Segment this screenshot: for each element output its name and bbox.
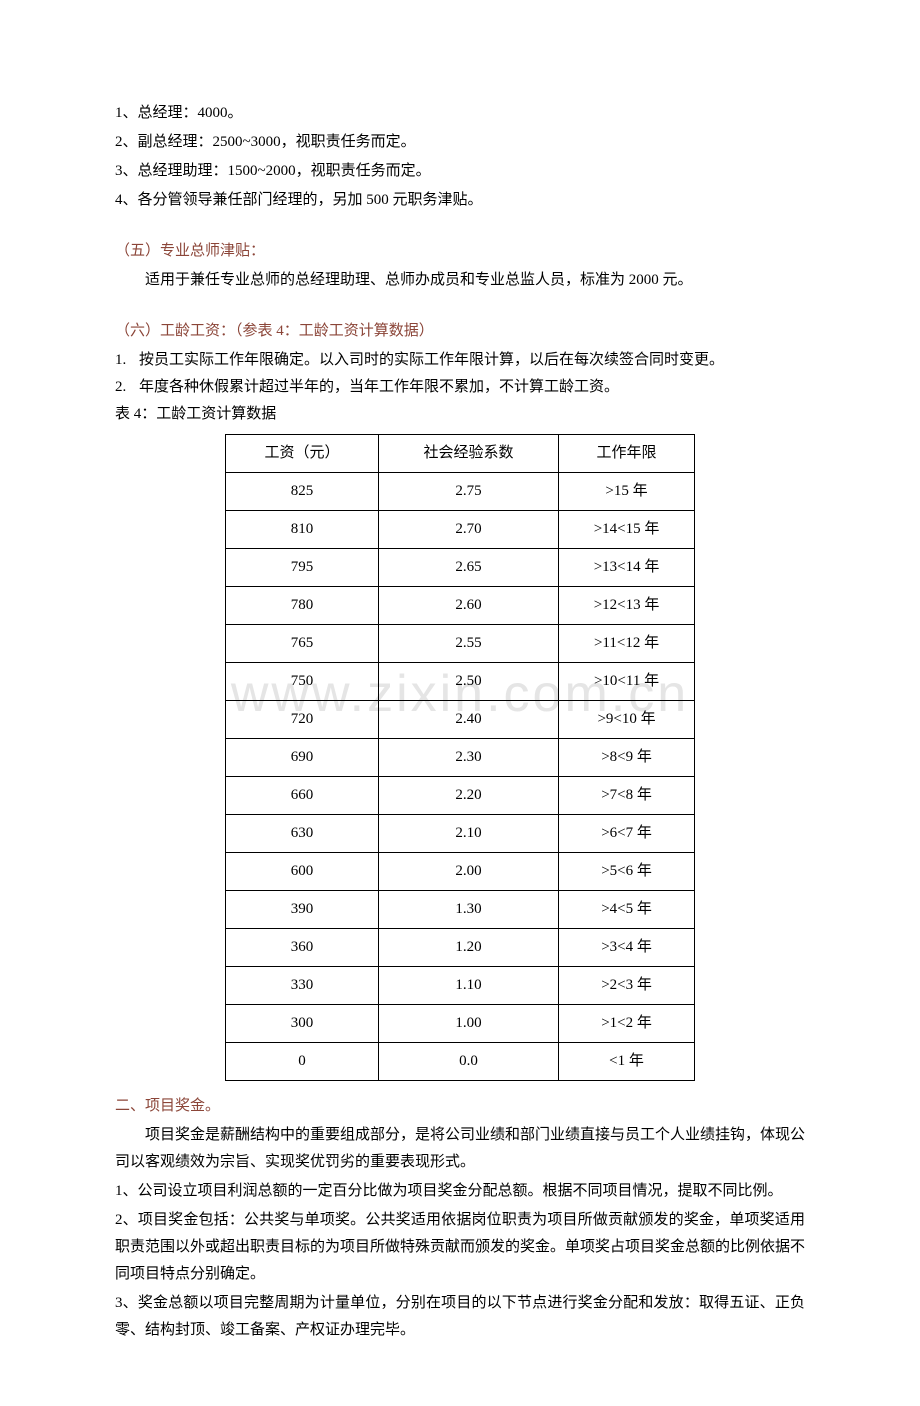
sec2b-p3: 3、奖金总额以项目完整周期为计量单位，分别在项目的以下节点进行奖金分配和发放：取… [115, 1290, 805, 1344]
table-cell: >1<2 年 [559, 1005, 695, 1043]
table-cell: 1.00 [378, 1005, 558, 1043]
table-cell: >4<5 年 [559, 891, 695, 929]
table-cell: >2<3 年 [559, 967, 695, 1005]
table-cell: >6<7 年 [559, 815, 695, 853]
sec6-item1-num: 1. [115, 347, 139, 374]
table-row: 6002.00>5<6 年 [226, 853, 695, 891]
table-cell: 600 [226, 853, 379, 891]
table-cell: >10<11 年 [559, 663, 695, 701]
table-cell: 2.50 [378, 663, 558, 701]
table-cell: >8<9 年 [559, 739, 695, 777]
table-cell: 1.10 [378, 967, 558, 1005]
sec2b-intro: 项目奖金是薪酬结构中的重要组成部分，是将公司业绩和部门业绩直接与员工个人业绩挂钩… [115, 1122, 805, 1176]
table-row: 6902.30>8<9 年 [226, 739, 695, 777]
document-content: 1、总经理：4000。 2、副总经理：2500~3000，视职责任务而定。 3、… [115, 100, 805, 1344]
table-row: 8252.75>15 年 [226, 473, 695, 511]
table-row: 6302.10>6<7 年 [226, 815, 695, 853]
table-row: 3901.30>4<5 年 [226, 891, 695, 929]
table-row: 7802.60>12<13 年 [226, 587, 695, 625]
table-cell: 2.70 [378, 511, 558, 549]
table-row: 8102.70>14<15 年 [226, 511, 695, 549]
table-cell: 660 [226, 777, 379, 815]
table-row: 7652.55>11<12 年 [226, 625, 695, 663]
table-cell: 300 [226, 1005, 379, 1043]
table-row: 7502.50>10<11 年 [226, 663, 695, 701]
sec5-body: 适用于兼任专业总师的总经理助理、总师办成员和专业总监人员，标准为 2000 元。 [115, 267, 805, 294]
table-cell: 810 [226, 511, 379, 549]
table-row: 00.0<1 年 [226, 1043, 695, 1081]
table-cell: <1 年 [559, 1043, 695, 1081]
table-cell: >5<6 年 [559, 853, 695, 891]
table-cell: 630 [226, 815, 379, 853]
table-cell: 1.20 [378, 929, 558, 967]
table-cell: 2.00 [378, 853, 558, 891]
sec2b-p2: 2、项目奖金包括：公共奖与单项奖。公共奖适用依据岗位职责为项目所做贡献颁发的奖金… [115, 1207, 805, 1288]
table-cell: 0 [226, 1043, 379, 1081]
table-cell: >14<15 年 [559, 511, 695, 549]
table-header-cell: 社会经验系数 [378, 435, 558, 473]
table-cell: 2.20 [378, 777, 558, 815]
table-cell: 1.30 [378, 891, 558, 929]
table-title: 表 4：工龄工资计算数据 [115, 401, 805, 428]
sec6-title: （六）工龄工资：（参表 4：工龄工资计算数据） [115, 318, 805, 345]
sec1-line4: 4、各分管领导兼任部门经理的，另加 500 元职务津贴。 [115, 187, 805, 214]
table-container: 工资（元） 社会经验系数 工作年限 8252.75>15 年 8102.70>1… [115, 434, 805, 1081]
sec6-item2-txt: 年度各种休假累计超过半年的，当年工作年限不累加，不计算工龄工资。 [139, 374, 805, 401]
table-cell: 2.60 [378, 587, 558, 625]
table-cell: 2.55 [378, 625, 558, 663]
table-cell: 0.0 [378, 1043, 558, 1081]
table-row: 7952.65>13<14 年 [226, 549, 695, 587]
table-cell: 2.65 [378, 549, 558, 587]
table-cell: >12<13 年 [559, 587, 695, 625]
table-cell: 2.30 [378, 739, 558, 777]
table-cell: 825 [226, 473, 379, 511]
table-row: 3301.10>2<3 年 [226, 967, 695, 1005]
table-cell: 720 [226, 701, 379, 739]
table-row: 7202.40>9<10 年 [226, 701, 695, 739]
table-cell: 795 [226, 549, 379, 587]
table-row: 3601.20>3<4 年 [226, 929, 695, 967]
sec2b-p1: 1、公司设立项目利润总额的一定百分比做为项目奖金分配总额。根据不同项目情况，提取… [115, 1178, 805, 1205]
table-cell: 2.40 [378, 701, 558, 739]
table-header-cell: 工作年限 [559, 435, 695, 473]
sec5-title: （五）专业总师津贴： [115, 238, 805, 265]
table-cell: 330 [226, 967, 379, 1005]
table-cell: 360 [226, 929, 379, 967]
sec1-line2: 2、副总经理：2500~3000，视职责任务而定。 [115, 129, 805, 156]
table-row: 3001.00>1<2 年 [226, 1005, 695, 1043]
table-cell: >11<12 年 [559, 625, 695, 663]
sec6-item1: 1. 按员工实际工作年限确定。以入司时的实际工作年限计算，以后在每次续签合同时变… [115, 347, 805, 374]
sec1-line3: 3、总经理助理：1500~2000，视职责任务而定。 [115, 158, 805, 185]
sec2b-title: 二、项目奖金。 [115, 1093, 805, 1120]
sec2b-intro-text: 项目奖金是薪酬结构中的重要组成部分，是将公司业绩和部门业绩直接与员工个人业绩挂钩… [115, 1127, 805, 1170]
table-row: 6602.20>7<8 年 [226, 777, 695, 815]
table-cell: >13<14 年 [559, 549, 695, 587]
table-cell: 750 [226, 663, 379, 701]
table-cell: 765 [226, 625, 379, 663]
table-header-row: 工资（元） 社会经验系数 工作年限 [226, 435, 695, 473]
sec1-line1: 1、总经理：4000。 [115, 100, 805, 127]
table-cell: >3<4 年 [559, 929, 695, 967]
table-cell: >9<10 年 [559, 701, 695, 739]
sec6-item2-num: 2. [115, 374, 139, 401]
table-cell: 2.10 [378, 815, 558, 853]
table-cell: 780 [226, 587, 379, 625]
seniority-pay-table: 工资（元） 社会经验系数 工作年限 8252.75>15 年 8102.70>1… [225, 434, 695, 1081]
table-cell: >7<8 年 [559, 777, 695, 815]
table-cell: 2.75 [378, 473, 558, 511]
table-cell: >15 年 [559, 473, 695, 511]
sec6-item2: 2. 年度各种休假累计超过半年的，当年工作年限不累加，不计算工龄工资。 [115, 374, 805, 401]
table-header-cell: 工资（元） [226, 435, 379, 473]
sec6-item1-txt: 按员工实际工作年限确定。以入司时的实际工作年限计算，以后在每次续签合同时变更。 [139, 347, 805, 374]
table-cell: 390 [226, 891, 379, 929]
table-cell: 690 [226, 739, 379, 777]
